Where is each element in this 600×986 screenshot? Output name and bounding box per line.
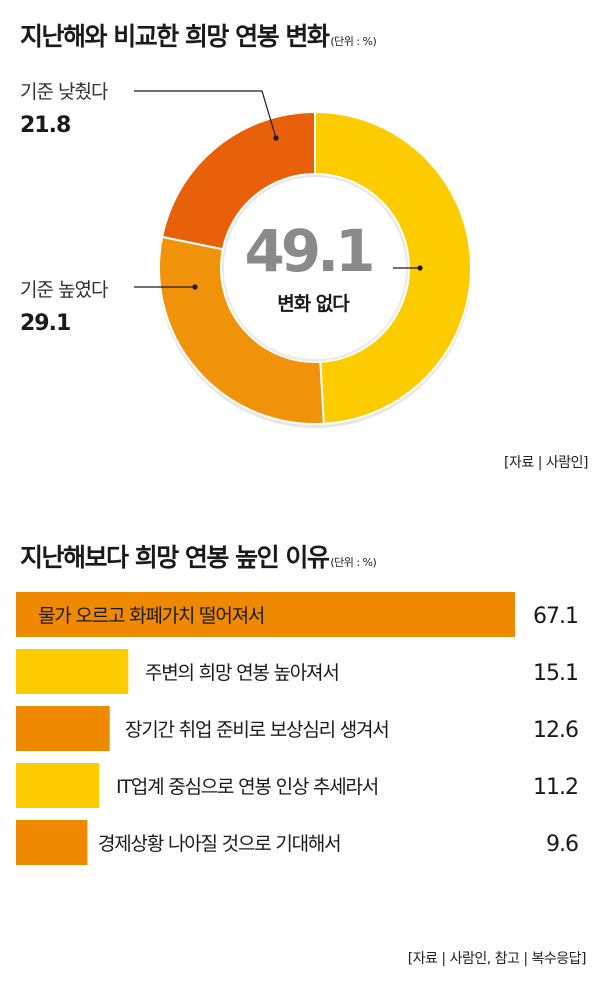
bar-label-4: IT업계 중심으로 연봉 인상 추세라서 [116,776,378,798]
donut-pointer-dot-3 [273,135,279,141]
bar-1 [16,592,515,637]
bar-value-1: 67.1 [533,604,578,629]
donut-center-label: 변화 없다 [277,293,350,315]
bar-label-2: 주변의 희망 연봉 높아져서 [145,662,339,684]
bar-chart-unit: (단위 : %) [330,556,377,569]
donut-chart-title-text: 지난해와 비교한 희망 연봉 변화 [20,22,330,51]
bar-value-5: 9.6 [546,832,578,857]
donut-pointer-dot-2 [192,284,198,290]
donut-label-3: 기준 낮췄다 [20,81,108,103]
donut-chart: 49.1 변화 없다 기준 낮췄다 21.8 기준 높였다 29.1 [20,81,473,428]
donut-slice-3 [160,110,316,251]
bar-label-3: 장기간 취업 준비로 보상심리 생겨서 [125,719,389,741]
bar-chart-title-text: 지난해보다 희망 연봉 높인 이유 [20,543,330,572]
bar-3 [16,706,110,751]
donut-center-value: 49.1 [244,217,372,285]
donut-slice-2 [158,235,325,425]
donut-label-2: 기준 높였다 [20,279,108,301]
donut-value-3: 21.8 [20,113,70,138]
bar-4 [16,763,100,808]
bar-label-1: 물가 오르고 화폐가치 떨어져서 [38,605,264,627]
bar-value-4: 11.2 [533,775,578,800]
donut-pointer-line-3 [134,90,277,139]
donut-chart-title: 지난해와 비교한 희망 연봉 변화 (단위 : %) [20,17,377,53]
bar-label-5: 경제상황 나아질 것으로 기대해서 [98,833,340,855]
donut-pointer-dot-1 [417,265,423,271]
donut-chart-source: [자료 | 사람인] [504,455,588,471]
bar-chart-source: [자료 | 사람인, 참고 | 복수응답] [407,951,587,967]
bar-5 [16,820,88,865]
bar-2 [16,649,129,694]
bar-value-3: 12.6 [533,718,578,743]
donut-chart-unit: (단위 : %) [330,35,377,48]
donut-slice-1 [314,110,473,425]
bar-chart-title: 지난해보다 희망 연봉 높인 이유 (단위 : %) [20,538,377,574]
donut-value-2: 29.1 [20,311,70,336]
donut-hole [224,177,406,359]
bar-value-2: 15.1 [533,661,578,686]
